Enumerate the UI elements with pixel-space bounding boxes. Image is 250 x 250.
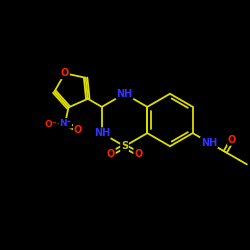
Text: O: O <box>61 68 69 78</box>
Text: S: S <box>121 141 128 151</box>
Text: NH: NH <box>201 138 217 147</box>
Text: O: O <box>107 149 115 159</box>
Text: O: O <box>228 135 236 145</box>
Text: N⁺: N⁺ <box>59 119 71 128</box>
Text: NH: NH <box>94 128 110 138</box>
Text: O: O <box>134 149 142 159</box>
Text: NH: NH <box>116 89 133 99</box>
Text: O: O <box>74 125 82 135</box>
Text: O⁻: O⁻ <box>45 120 57 128</box>
